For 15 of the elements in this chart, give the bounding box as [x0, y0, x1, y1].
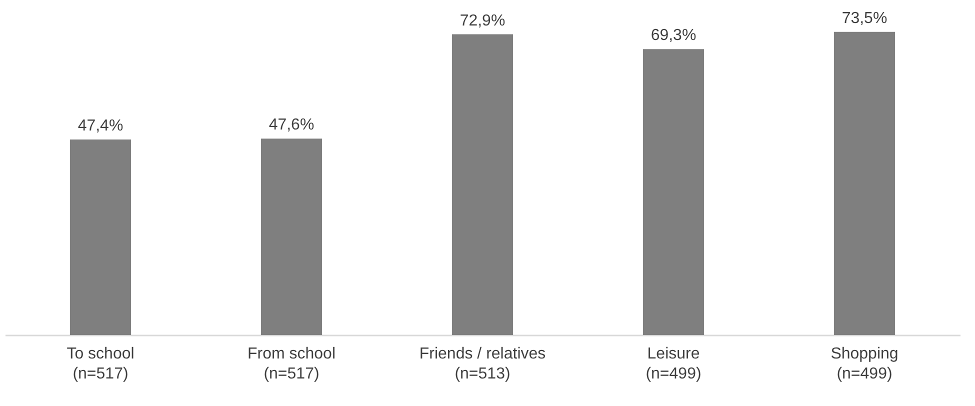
data-label: 47,4%: [78, 117, 124, 134]
data-label: 47,6%: [268, 116, 314, 134]
x-tick-label: Leisure (n=499): [646, 346, 702, 382]
bar: [834, 32, 896, 335]
data-label: 69,3%: [650, 27, 696, 44]
x-tick-label: Shopping (n=499): [830, 346, 898, 382]
data-label: 72,9%: [460, 12, 506, 30]
bar: [70, 139, 132, 335]
bar: [452, 34, 514, 335]
bar: [642, 49, 704, 335]
x-tick-label: From school (n=517): [247, 346, 336, 382]
x-tick-label: To school (n=517): [66, 346, 134, 382]
bar: [260, 138, 322, 335]
x-tick-label: Friends / relatives (n=513): [419, 346, 546, 382]
data-label: 73,5%: [842, 10, 888, 27]
